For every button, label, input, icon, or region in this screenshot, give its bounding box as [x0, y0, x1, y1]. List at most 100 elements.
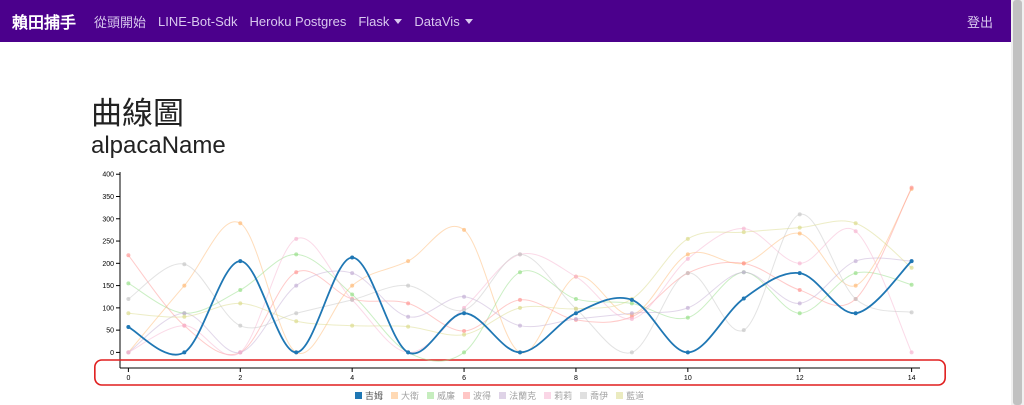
series-喬伊: [126, 212, 914, 355]
data-point: [126, 311, 131, 316]
logout-link[interactable]: 登出: [966, 14, 993, 30]
data-point: [797, 271, 802, 276]
chart-subtitle: alpacaName: [91, 132, 226, 159]
data-point: [406, 283, 411, 288]
nav-item-start[interactable]: 從頭開始: [94, 12, 146, 31]
data-point: [685, 305, 690, 310]
nav-item-heroku-postgres[interactable]: Heroku Postgres: [250, 14, 347, 29]
legend-label: 藍道: [626, 391, 645, 401]
legend-swatch: [544, 392, 552, 399]
data-point: [797, 231, 802, 236]
legend-item[interactable]: 波得: [463, 389, 491, 402]
data-point: [685, 315, 690, 320]
legend-item[interactable]: 莉莉: [544, 389, 572, 402]
series-吉姆: [126, 255, 914, 356]
data-point: [853, 259, 858, 264]
nav-item-label: 從頭開始: [94, 14, 147, 30]
series-line: [128, 220, 912, 336]
y-tick-label: 50: [106, 328, 114, 335]
data-point: [126, 296, 131, 301]
legend-item[interactable]: 法蘭克: [499, 389, 536, 402]
x-tick-label: 8: [574, 375, 578, 382]
data-point: [797, 212, 802, 217]
data-point: [741, 226, 746, 231]
data-point: [685, 350, 690, 355]
legend-swatch: [391, 392, 399, 399]
data-point: [462, 332, 467, 337]
legend-swatch: [616, 392, 624, 399]
data-point: [462, 227, 467, 232]
data-point: [518, 305, 522, 310]
x-tick-label: 12: [796, 375, 804, 382]
legend-swatch: [427, 392, 435, 399]
data-point: [406, 324, 411, 329]
data-point: [182, 311, 187, 316]
data-point: [182, 350, 187, 355]
data-point: [294, 311, 299, 316]
x-tick-label: 0: [126, 375, 130, 382]
data-point: [685, 252, 690, 257]
legend-item[interactable]: 吉姆: [355, 389, 383, 402]
data-point: [909, 282, 914, 287]
brand-link[interactable]: 賴田捕手: [12, 15, 77, 32]
legend-item[interactable]: 喬伊: [580, 389, 608, 402]
data-point: [350, 297, 355, 302]
y-tick-label: 200: [102, 261, 114, 268]
data-point: [462, 350, 467, 355]
data-point: [294, 252, 299, 257]
vertical-scrollbar[interactable]: [1011, 0, 1024, 405]
data-point: [238, 301, 243, 306]
data-point: [573, 296, 578, 301]
data-point: [741, 261, 746, 266]
x-tick-label: 6: [462, 375, 466, 382]
y-tick-label: 100: [102, 305, 114, 312]
y-tick-label: 150: [102, 283, 114, 290]
legend-swatch: [355, 392, 362, 399]
data-point: [294, 350, 299, 355]
data-point: [350, 283, 355, 288]
data-point: [909, 350, 914, 355]
legend-label: 喬伊: [590, 391, 609, 401]
x-tick-label: 2: [238, 375, 242, 382]
legend-label: 大衛: [401, 391, 420, 401]
data-point: [853, 283, 858, 288]
scrollbar-thumb[interactable]: [1013, 0, 1022, 405]
data-point: [294, 236, 299, 241]
legend-label: 威廉: [437, 391, 456, 401]
data-point: [126, 253, 131, 258]
legend-label: 波得: [473, 391, 492, 401]
data-point: [462, 311, 467, 316]
data-point: [797, 261, 802, 266]
data-point: [462, 294, 467, 299]
series-波得: [126, 185, 914, 355]
data-point: [629, 317, 634, 321]
nav-item-line-bot-sdk[interactable]: LINE-Bot-Sdk: [158, 14, 237, 29]
data-point: [238, 288, 243, 293]
data-point: [797, 311, 802, 316]
data-point: [853, 311, 858, 316]
caret-down-icon: [394, 18, 403, 24]
nav-item-datavis-dropdown[interactable]: DataVis: [414, 13, 473, 29]
legend-item[interactable]: 威廉: [427, 389, 455, 402]
nav-item-label: DataVis: [414, 13, 460, 29]
legend-swatch: [580, 392, 588, 399]
legend-label: 吉姆: [365, 391, 384, 401]
caret-down-icon: [464, 18, 473, 24]
data-point: [573, 317, 578, 321]
data-point: [741, 328, 746, 333]
series-line: [127, 256, 913, 356]
data-point: [294, 283, 299, 288]
navbar: 賴田捕手 從頭開始 LINE-Bot-Sdk Heroku Postgres F…: [0, 0, 1011, 42]
data-point: [741, 296, 746, 301]
legend-swatch: [463, 392, 471, 399]
data-point: [238, 221, 243, 226]
data-point: [350, 323, 355, 328]
data-point: [909, 310, 914, 315]
data-point: [462, 308, 467, 313]
legend-item[interactable]: 藍道: [616, 389, 644, 402]
data-point: [238, 350, 243, 355]
data-point: [797, 301, 802, 306]
legend-item[interactable]: 大衛: [391, 389, 419, 402]
nav-item-flask-dropdown[interactable]: Flask: [358, 14, 403, 29]
